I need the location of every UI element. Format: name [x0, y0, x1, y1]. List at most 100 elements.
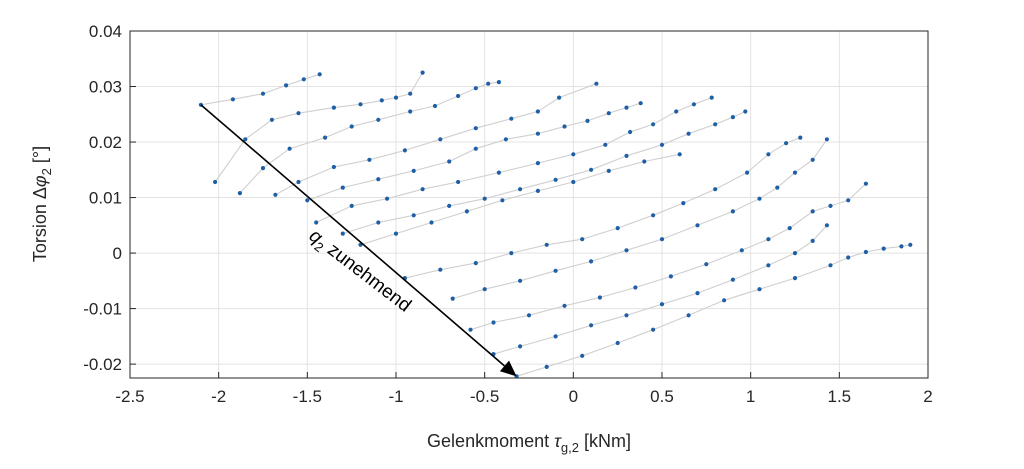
data-point — [376, 220, 381, 225]
data-point — [473, 146, 478, 151]
x-axis-label-unit: [kNm] — [584, 431, 631, 451]
data-point — [450, 296, 455, 301]
series-line — [360, 153, 680, 246]
data-point — [269, 117, 274, 122]
data-point — [544, 364, 549, 369]
data-point — [828, 203, 833, 208]
y-tick-label: 0.02 — [89, 133, 122, 152]
data-point — [745, 170, 750, 175]
data-point — [349, 124, 354, 129]
data-point — [376, 177, 381, 182]
x-tick-label: 0 — [569, 387, 578, 406]
series-line — [239, 81, 499, 194]
x-ticks: -2.5 -2 -1.5 -1 -0.5 0 0.5 1 1.5 2 — [115, 372, 933, 406]
data-point — [628, 129, 633, 135]
data-point — [496, 80, 501, 85]
data-point — [284, 83, 289, 88]
data-point — [438, 267, 443, 272]
data-point — [677, 152, 682, 157]
data-point — [331, 105, 336, 110]
data-point — [535, 109, 541, 114]
data-point — [695, 291, 700, 296]
data-point — [730, 209, 736, 214]
data-point — [597, 295, 603, 300]
data-point — [580, 353, 585, 358]
y-axis-label-symbol: φ — [30, 175, 50, 187]
data-point — [713, 122, 718, 127]
data-point — [606, 111, 611, 116]
data-point — [314, 220, 319, 225]
data-point — [402, 148, 407, 153]
data-point — [766, 263, 771, 268]
data-point — [358, 102, 363, 107]
data-point — [340, 185, 345, 190]
data-point — [709, 95, 714, 100]
data-point — [624, 153, 629, 158]
data-point — [638, 101, 643, 106]
data-point — [482, 287, 487, 292]
series-line — [315, 97, 712, 223]
data-point — [296, 179, 301, 185]
data-point — [544, 242, 549, 247]
data-point — [420, 187, 425, 192]
data-point — [503, 137, 508, 142]
data-point — [695, 223, 700, 228]
series-line — [200, 73, 320, 106]
data-point — [674, 109, 679, 114]
data-point — [691, 102, 697, 107]
series-points — [198, 70, 913, 379]
data-point — [659, 237, 665, 242]
data-point — [287, 146, 292, 151]
y-tick-label: 0.03 — [89, 78, 122, 97]
y-tick-label: 0 — [113, 244, 122, 263]
data-point — [603, 142, 608, 147]
data-point — [496, 170, 501, 175]
data-point — [411, 213, 416, 218]
data-point — [408, 91, 413, 96]
x-tick-label: -1.5 — [293, 387, 322, 406]
data-point — [571, 179, 576, 185]
data-point — [562, 303, 567, 308]
data-point — [615, 226, 620, 231]
data-point — [535, 188, 541, 193]
x-tick-label: -1 — [388, 387, 403, 406]
data-point — [349, 203, 354, 208]
data-point — [509, 116, 514, 121]
x-axis-label-symbol: τ — [554, 431, 562, 451]
x-tick-label: -2.5 — [115, 387, 144, 406]
plot-frame — [129, 30, 929, 379]
data-point — [704, 262, 709, 267]
data-point — [438, 137, 443, 142]
data-point — [553, 268, 558, 273]
data-point — [518, 187, 523, 192]
data-point — [633, 285, 638, 290]
data-point — [863, 249, 869, 255]
data-point — [624, 105, 629, 110]
series-line — [214, 72, 424, 183]
data-point — [393, 95, 399, 100]
x-tick-label: 1 — [746, 387, 755, 406]
data-point — [393, 231, 399, 236]
data-point — [589, 167, 594, 172]
data-point — [589, 259, 594, 264]
data-point — [792, 276, 798, 281]
data-point — [553, 177, 558, 182]
data-point — [305, 198, 310, 203]
data-point — [651, 327, 656, 332]
data-point — [557, 95, 562, 100]
data-point — [571, 152, 576, 157]
data-point — [243, 137, 248, 142]
data-point — [535, 161, 541, 166]
data-point — [509, 251, 514, 256]
data-point — [340, 231, 345, 236]
data-point — [775, 185, 780, 190]
data-point — [642, 159, 647, 164]
data-point — [376, 117, 381, 122]
data-point — [213, 179, 218, 185]
y-tick-label: 0.04 — [89, 22, 122, 41]
data-point — [447, 203, 452, 208]
data-point — [456, 179, 461, 185]
y-axis-label-sub: 2 — [39, 168, 54, 175]
series-line — [404, 137, 801, 279]
